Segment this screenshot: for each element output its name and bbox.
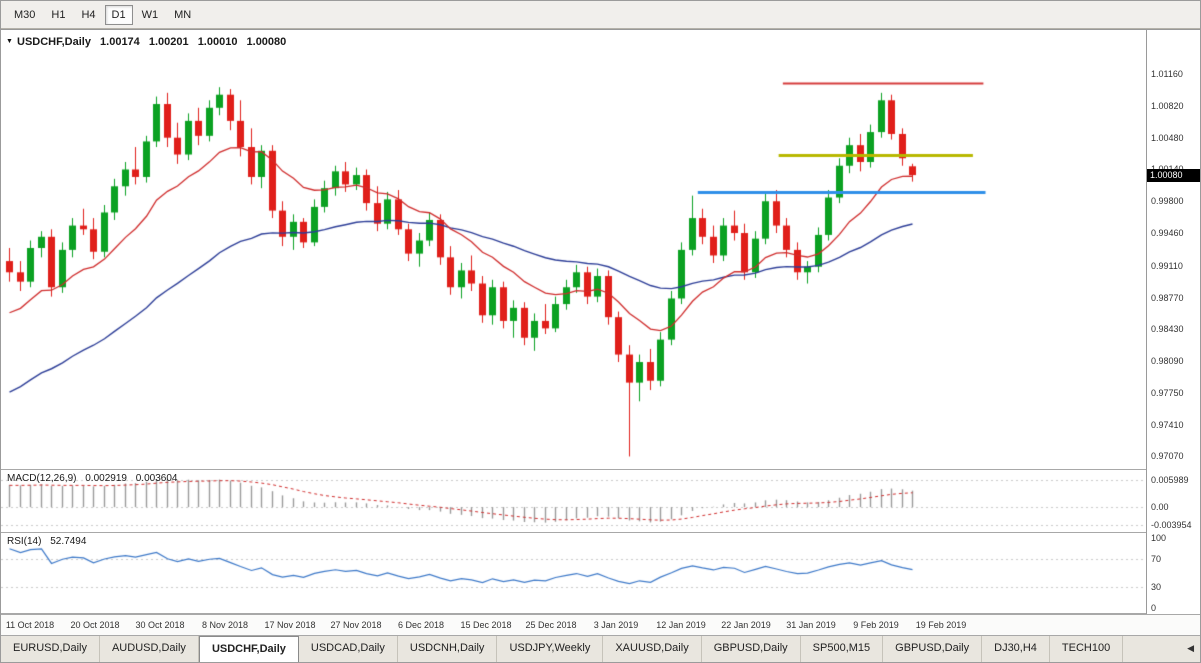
- ohlc-open: 1.00174: [100, 36, 140, 48]
- price-tick-label: 0.98090: [1151, 356, 1184, 366]
- date-label: 25 Dec 2018: [525, 620, 577, 630]
- date-label: 19 Feb 2019: [915, 620, 967, 630]
- chart-tab-sp500-8[interactable]: SP500,M15: [800, 636, 884, 662]
- date-label: 8 Nov 2018: [201, 620, 249, 630]
- chart-tab-dj30-10[interactable]: DJ30,H4: [982, 636, 1050, 662]
- chart-tab-gbpusd-7[interactable]: GBPUSD,Daily: [701, 636, 801, 662]
- chart-marker-icon: ▼: [6, 38, 13, 45]
- chart-tab-audusd-1[interactable]: AUDUSD,Daily: [99, 636, 199, 662]
- date-label: 6 Dec 2018: [397, 620, 445, 630]
- pane-separator[interactable]: [1, 532, 1200, 533]
- price-tick-label: 0.98770: [1151, 293, 1184, 303]
- date-label: 9 Feb 2019: [853, 620, 899, 630]
- rsi-name: RSI(14): [7, 536, 42, 547]
- timeframe-button-d1[interactable]: D1: [104, 4, 133, 25]
- price-tick-label: 0.97750: [1151, 388, 1184, 398]
- price-tick-label: 0.99800: [1151, 196, 1184, 206]
- ohlc-high: 1.00201: [148, 36, 189, 48]
- price-tick-label: 0.99110: [1151, 261, 1183, 271]
- macd-label: MACD(12,26,9) 0.002919 0.003604: [7, 473, 177, 484]
- timeframe-toolbar: M30 H1 H4 D1 W1 MN: [1, 1, 1200, 29]
- timeframe-button-m30[interactable]: M30: [14, 8, 36, 21]
- chart-tab-usdchf-2[interactable]: USDCHF,Daily: [198, 636, 299, 662]
- date-label: 20 Oct 2018: [70, 620, 120, 630]
- chart-tab-tech100-11[interactable]: TECH100: [1049, 636, 1124, 662]
- price-tick-label: 1.00820: [1151, 101, 1184, 111]
- rsi-axis-label: 0: [1151, 603, 1157, 613]
- price-tick-label: 1.00480: [1151, 133, 1184, 143]
- macd-indicator-canvas[interactable]: [1, 470, 1146, 532]
- current-price-box: 1.00080: [1147, 169, 1200, 182]
- rsi-indicator-canvas[interactable]: [1, 533, 1146, 613]
- ohlc-close: 1.00080: [246, 36, 287, 48]
- price-tick-label: 1.01160: [1151, 69, 1183, 79]
- chart-tab-xauusd-6[interactable]: XAUUSD,Daily: [603, 636, 702, 662]
- chart-title: USDCHF,Daily 1.00174 1.00201 1.00010 1.0…: [17, 36, 286, 48]
- macd-name: MACD(12,26,9): [7, 473, 77, 484]
- date-label: 30 Oct 2018: [135, 620, 185, 630]
- price-tick-label: 0.97410: [1151, 420, 1184, 430]
- chart-symbol-label: USDCHF,Daily: [17, 36, 91, 48]
- price-tick-label: 0.99460: [1151, 228, 1184, 238]
- pane-separator: [1, 613, 1200, 614]
- date-axis[interactable]: 11 Oct 2018 20 Oct 2018 30 Oct 2018 8 Nov 2…: [1, 614, 1200, 638]
- price-tick-label: 0.97070: [1151, 451, 1184, 461]
- chart-area: ▼ USDCHF,Daily 1.00174 1.00201 1.00010 1…: [1, 29, 1200, 638]
- chart-tab-gbpusd-9[interactable]: GBPUSD,Daily: [883, 636, 983, 662]
- chart-tab-usdjpy-5[interactable]: USDJPY,Weekly: [497, 636, 604, 662]
- rsi-axis-label: 70: [1151, 554, 1162, 564]
- price-tick-label: 0.98430: [1151, 324, 1184, 334]
- price-scale[interactable]: 1.011601.008201.004801.001400.998000.994…: [1146, 30, 1200, 614]
- macd-axis-label: 0.005989: [1151, 475, 1189, 485]
- tab-scroll-left-icon[interactable]: ◀: [1187, 643, 1194, 653]
- rsi-axis-label: 100: [1151, 533, 1167, 543]
- date-label: 15 Dec 2018: [460, 620, 512, 630]
- macd-value: 0.002919: [85, 473, 127, 484]
- date-label: 31 Jan 2019: [786, 620, 836, 630]
- price-chart-canvas[interactable]: [1, 31, 1146, 469]
- timeframe-button-mn[interactable]: MN: [174, 8, 192, 21]
- macd-axis-label: -0.003954: [1151, 520, 1192, 530]
- macd-signal-value: 0.003604: [135, 473, 178, 484]
- rsi-axis-label: 30: [1151, 582, 1162, 592]
- date-label: 12 Jan 2019: [656, 620, 706, 630]
- timeframe-button-h4[interactable]: H4: [81, 8, 96, 21]
- pane-separator[interactable]: [1, 469, 1200, 470]
- rsi-label: RSI(14) 52.7494: [7, 536, 86, 547]
- chart-tab-usdcad-3[interactable]: USDCAD,Daily: [298, 636, 398, 662]
- chart-tab-bar: EURUSD,Daily AUDUSD,Daily USDCHF,Daily USDC…: [1, 635, 1200, 662]
- date-label: 22 Jan 2019: [721, 620, 771, 630]
- date-label: 11 Oct 2018: [5, 620, 55, 630]
- chart-tab-eurusd-0[interactable]: EURUSD,Daily: [1, 636, 100, 662]
- ohlc-low: 1.00010: [197, 36, 238, 48]
- date-label: 3 Jan 2019: [593, 620, 639, 630]
- rsi-value: 52.7494: [50, 536, 87, 547]
- date-label: 17 Nov 2018: [264, 620, 316, 630]
- timeframe-button-h1[interactable]: H1: [51, 8, 66, 21]
- timeframe-button-w1[interactable]: W1: [141, 8, 159, 21]
- date-label: 27 Nov 2018: [330, 620, 382, 630]
- chart-tab-usdcnh-4[interactable]: USDCNH,Daily: [397, 636, 498, 662]
- macd-axis-label: 0.00: [1151, 502, 1169, 512]
